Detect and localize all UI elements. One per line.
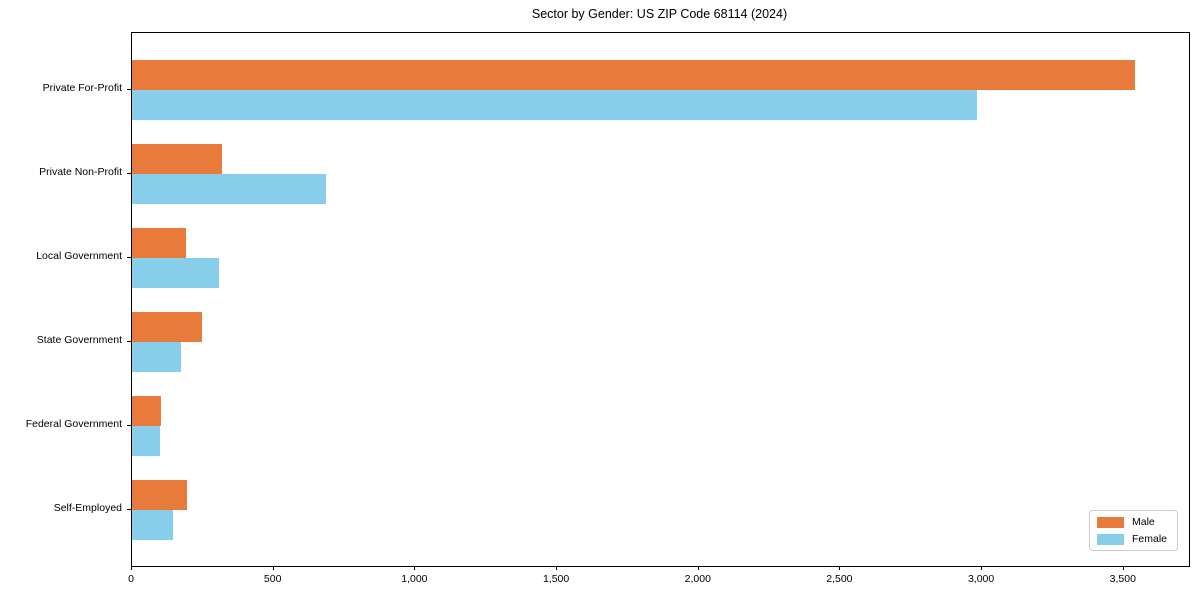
bar-male-state-government xyxy=(132,312,202,342)
bar-male-private-for-profit xyxy=(132,60,1136,90)
xtick-mark xyxy=(414,566,416,570)
ytick-mark xyxy=(127,341,131,342)
legend-entry-male: Male xyxy=(1096,516,1167,528)
ytick-mark xyxy=(127,425,131,426)
ytick-mark xyxy=(127,509,131,510)
xtick-mark xyxy=(1122,566,1124,570)
bar-female-federal-government xyxy=(132,426,161,456)
ytick-label-local-government: Local Government xyxy=(36,250,122,262)
ytick-mark xyxy=(127,257,131,258)
ytick-label-private-for-profit: Private For-Profit xyxy=(42,82,122,94)
chart-title: Sector by Gender: US ZIP Code 68114 (202… xyxy=(531,7,788,21)
legend-label-female: Female xyxy=(1131,533,1167,545)
legend-swatch-male xyxy=(1096,516,1124,528)
ytick-label-federal-government: Federal Government xyxy=(25,418,122,430)
xtick-label-500: 500 xyxy=(263,573,282,585)
bar-male-private-non-profit xyxy=(132,144,222,174)
bar-female-private-for-profit xyxy=(132,90,977,120)
legend-swatch-female xyxy=(1096,533,1124,545)
xtick-label-0: 0 xyxy=(128,573,134,585)
bar-female-state-government xyxy=(132,342,181,372)
xtick-mark xyxy=(272,566,274,570)
ytick-label-state-government: State Government xyxy=(36,334,122,346)
xtick-label-2-500: 2,500 xyxy=(826,573,853,585)
ytick-label-self-employed: Self-Employed xyxy=(53,502,122,514)
xtick-mark xyxy=(697,566,699,570)
plot-area: Male Female xyxy=(131,32,1190,567)
bar-female-local-government xyxy=(132,258,220,288)
ytick-mark xyxy=(127,89,131,90)
xtick-mark xyxy=(981,566,983,570)
xtick-label-3-000: 3,000 xyxy=(967,573,995,585)
legend: Male Female xyxy=(1088,510,1178,551)
xtick-label-2-000: 2,000 xyxy=(684,573,711,585)
ytick-label-private-non-profit: Private Non-Profit xyxy=(39,166,122,178)
xtick-mark xyxy=(131,566,132,570)
legend-entry-female: Female xyxy=(1096,533,1167,545)
bar-female-self-employed xyxy=(132,510,174,540)
ytick-mark xyxy=(127,173,131,174)
bar-female-private-non-profit xyxy=(132,174,327,204)
legend-label-male: Male xyxy=(1131,516,1155,528)
bar-male-federal-government xyxy=(132,396,161,426)
bar-male-local-government xyxy=(132,228,187,258)
xtick-mark xyxy=(556,566,558,570)
xtick-label-1-000: 1,000 xyxy=(401,573,428,585)
xtick-label-1-500: 1,500 xyxy=(542,573,570,585)
xtick-label-3-500: 3,500 xyxy=(1109,573,1136,585)
xtick-mark xyxy=(839,566,841,570)
bar-male-self-employed xyxy=(132,480,187,510)
